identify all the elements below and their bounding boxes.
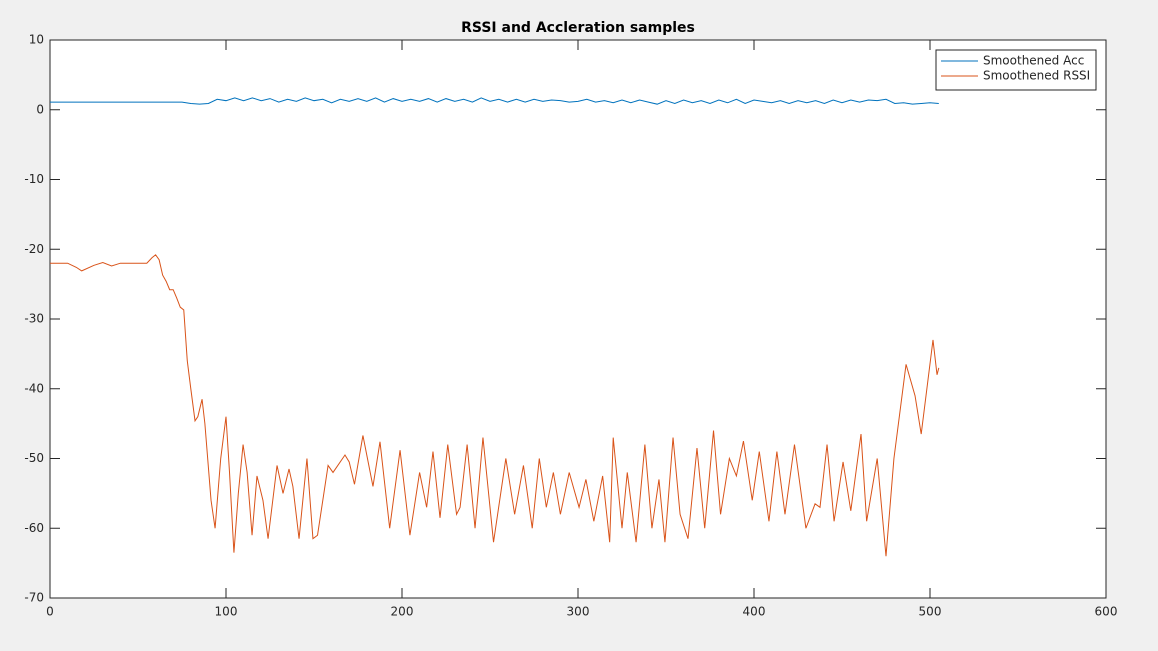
- plot-area: [49, 39, 1107, 599]
- legend-label: Smoothened Acc: [983, 54, 1084, 68]
- x-tick-label: 400: [743, 605, 766, 619]
- y-tick-label: -50: [24, 451, 44, 465]
- x-tick-label: 0: [46, 605, 54, 619]
- x-tick-label: 200: [391, 605, 414, 619]
- chart-title: RSSI and Accleration samples: [461, 20, 695, 36]
- x-tick-label: 100: [215, 605, 238, 619]
- x-tick-label: 600: [1095, 605, 1118, 619]
- y-tick-label: 0: [36, 102, 44, 116]
- x-tick-label: 300: [567, 605, 590, 619]
- data-line: [50, 254, 940, 557]
- legend-box: [935, 49, 1097, 91]
- y-tick-label: 10: [29, 33, 44, 47]
- y-tick-label: -70: [24, 591, 44, 605]
- data-line: [50, 97, 939, 105]
- y-tick-label: -40: [24, 381, 44, 395]
- y-tick-label: -30: [24, 312, 44, 326]
- y-tick-label: -60: [24, 521, 44, 535]
- y-tick-label: -10: [24, 172, 44, 186]
- legend-label: Smoothened RSSI: [983, 69, 1090, 83]
- y-tick-label: -20: [24, 242, 44, 256]
- x-tick-label: 500: [919, 605, 942, 619]
